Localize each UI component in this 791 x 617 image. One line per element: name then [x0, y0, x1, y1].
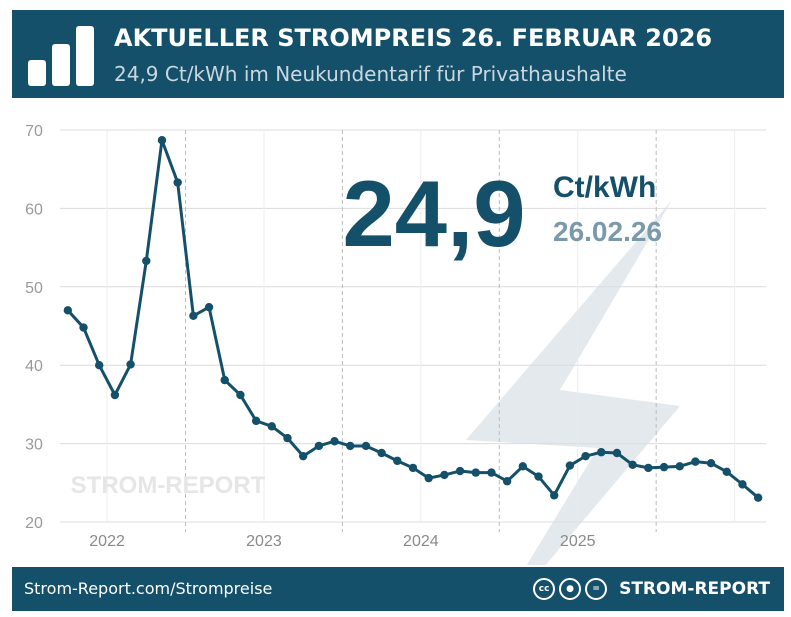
license-brand: cc ● = STROM-REPORT — [533, 575, 770, 603]
data-point — [644, 463, 653, 473]
data-point — [189, 311, 198, 321]
brand-name: STROM-REPORT — [619, 579, 770, 599]
data-point — [722, 467, 731, 477]
data-point — [550, 491, 559, 500]
x-tick-label: 2024 — [403, 533, 439, 550]
data-point — [377, 448, 386, 458]
data-point — [502, 477, 512, 486]
data-point — [581, 451, 590, 461]
x-tick-label: 2023 — [246, 533, 282, 550]
data-point — [424, 473, 433, 483]
data-point — [157, 135, 167, 145]
y-tick-label: 60 — [25, 201, 43, 218]
by-icon: ● — [559, 578, 582, 600]
data-point — [173, 178, 182, 187]
x-tick-label: 2022 — [89, 533, 125, 550]
data-point — [706, 459, 716, 468]
data-point — [628, 460, 637, 469]
footer-banner: Strom-Report.com/Strompreise cc ● = STRO… — [12, 567, 784, 611]
x-tick-label: 2025 — [560, 533, 596, 550]
data-point — [612, 448, 622, 458]
data-point — [471, 468, 480, 477]
data-point — [408, 463, 418, 473]
y-tick-label: 30 — [25, 437, 43, 454]
data-point — [675, 462, 684, 471]
watermark-text: STROM-REPORT — [71, 472, 266, 499]
data-point — [753, 493, 763, 502]
data-point — [518, 462, 528, 471]
data-point — [487, 468, 496, 477]
page-subtitle: 24,9 Ct/kWh im Neukundentarif für Privat… — [114, 62, 627, 86]
header-banner: AKTUELLER STROMPREIS 26. FEBRUAR 2026 24… — [12, 10, 784, 98]
cc-icon: cc — [533, 578, 556, 600]
data-point — [283, 433, 292, 443]
data-point — [314, 441, 324, 451]
bar-chart-logo-icon — [28, 26, 94, 86]
data-point — [79, 323, 88, 332]
data-point — [534, 472, 543, 481]
data-point — [220, 375, 229, 385]
data-point — [440, 470, 449, 480]
data-point — [738, 480, 747, 489]
data-point — [142, 256, 151, 266]
data-point — [330, 437, 339, 446]
data-point — [251, 416, 261, 426]
data-point — [361, 441, 371, 451]
y-tick-label: 70 — [25, 123, 43, 140]
data-point — [63, 306, 73, 315]
data-point — [659, 462, 669, 472]
lightning-bolt-icon — [466, 200, 680, 565]
highlight-date: 26.02.26 — [553, 216, 662, 247]
data-point — [393, 456, 402, 466]
y-tick-label: 40 — [25, 358, 43, 375]
data-point — [267, 422, 276, 431]
data-point — [204, 302, 214, 312]
data-point — [126, 360, 135, 369]
data-point — [455, 466, 465, 476]
data-point — [110, 390, 120, 400]
y-tick-label: 50 — [25, 280, 43, 297]
highlight-price: 24,9 — [343, 161, 526, 266]
page-title: AKTUELLER STROMPREIS 26. FEBRUAR 2026 — [114, 24, 713, 52]
data-point — [95, 361, 104, 370]
data-point — [565, 461, 575, 470]
data-point — [691, 457, 700, 466]
price-line-chart: 20 30 40 50 60 70 2022 2023 2024 2025 STROM-REPOR… — [25, 123, 766, 565]
data-point — [236, 390, 245, 400]
highlight-unit: Ct/kWh — [553, 171, 656, 204]
data-point — [597, 448, 606, 457]
data-point — [346, 441, 355, 451]
nd-icon: = — [585, 578, 608, 600]
data-point — [298, 451, 308, 461]
y-tick-label: 20 — [25, 515, 43, 532]
source-link[interactable]: Strom-Report.com/Strompreise — [24, 579, 273, 598]
